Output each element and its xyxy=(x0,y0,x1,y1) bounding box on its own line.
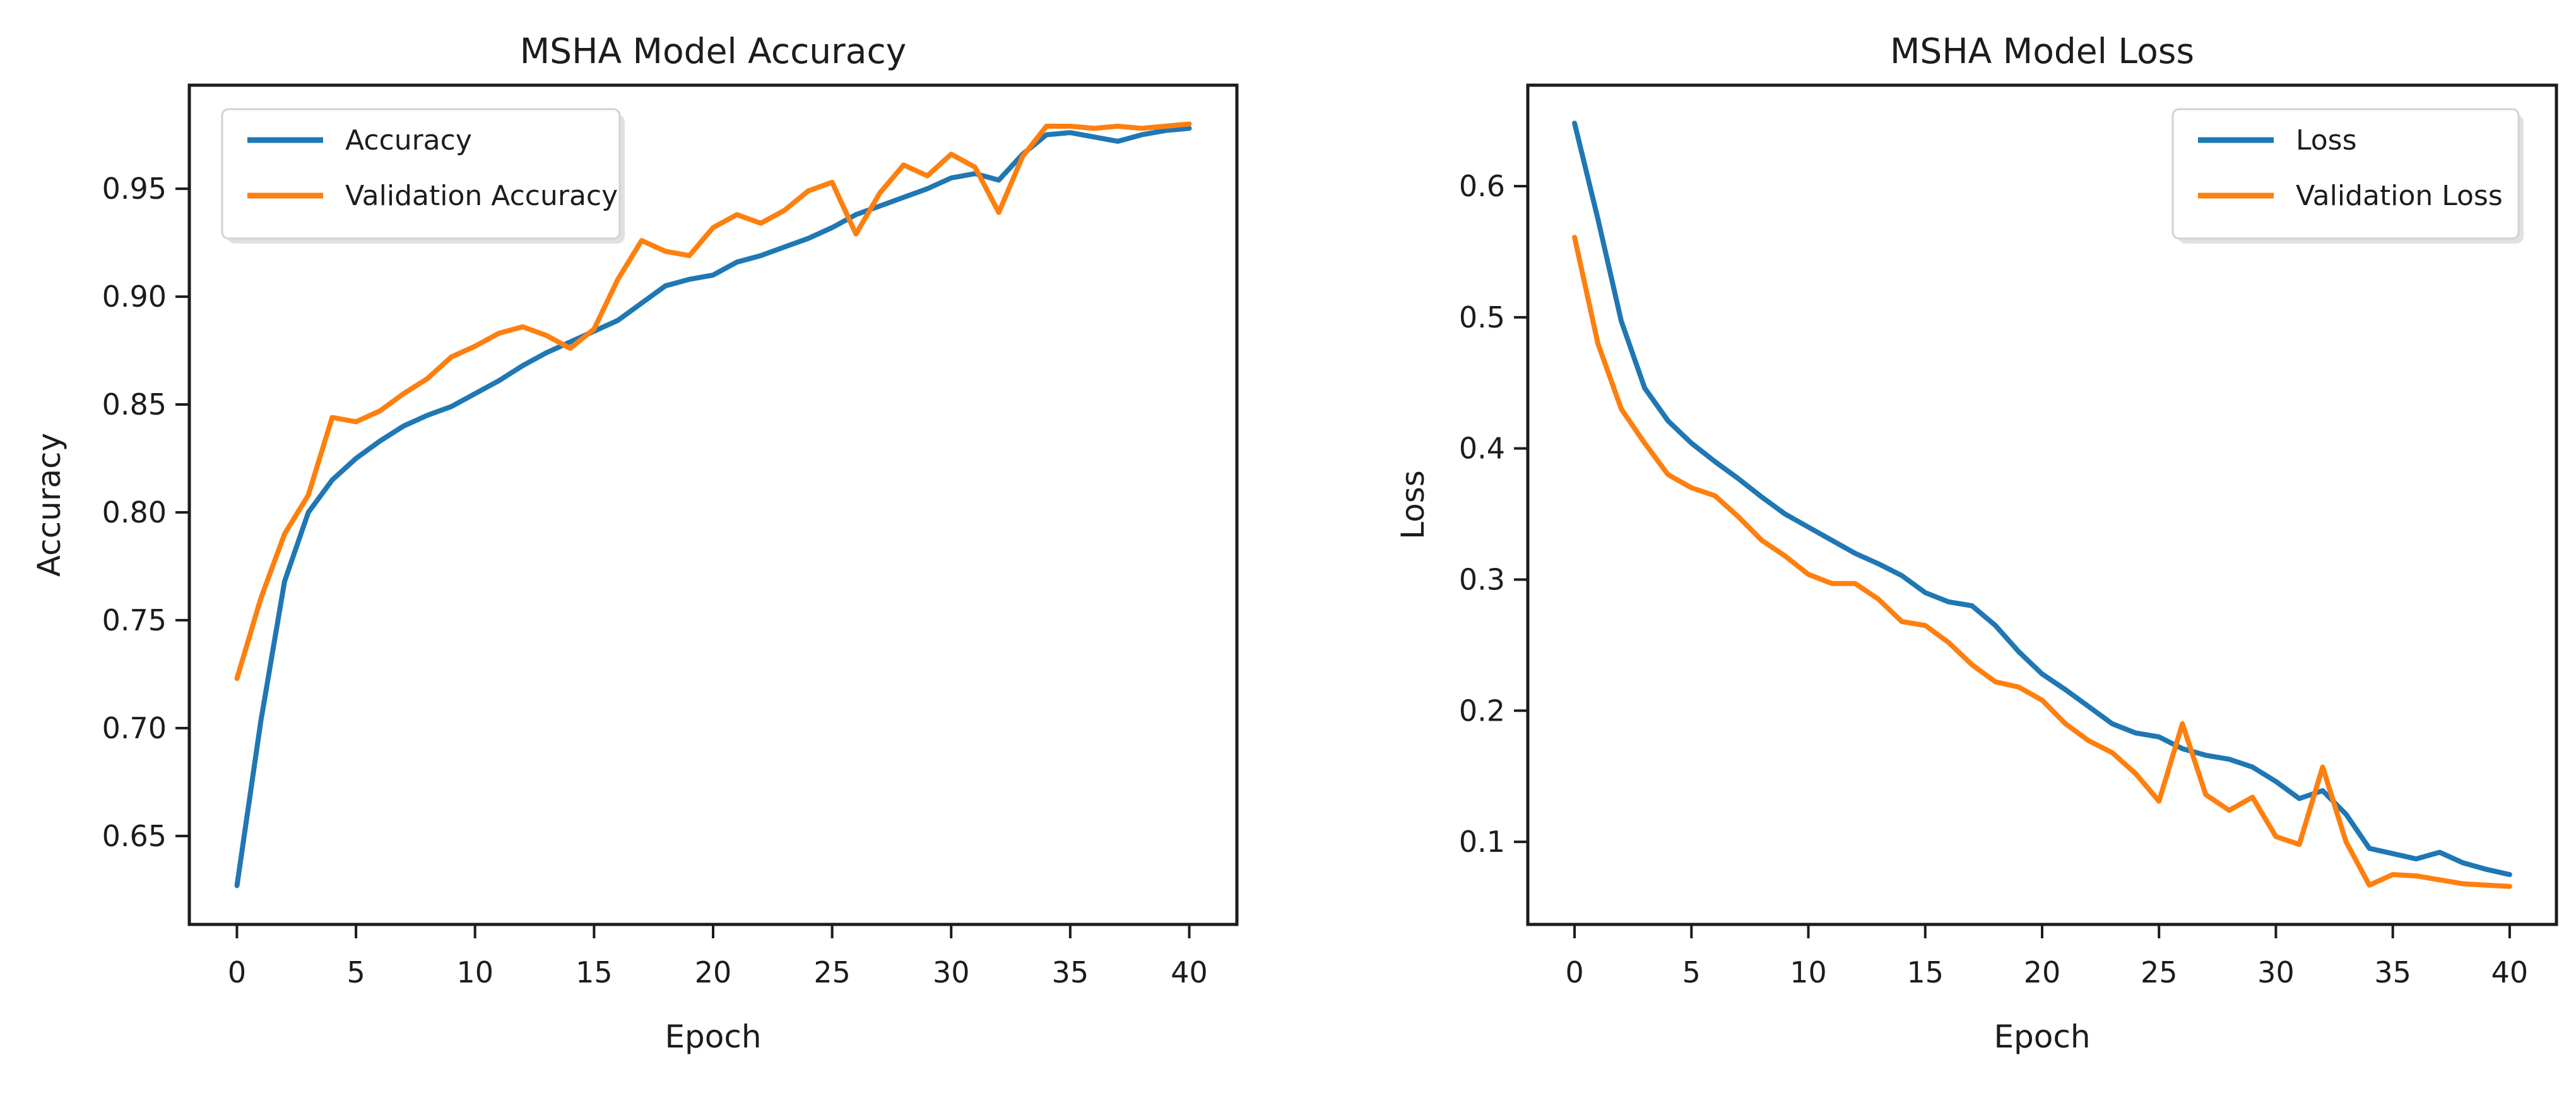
validation-loss-line xyxy=(1572,235,2512,889)
legend: Accuracy Validation Accuracy xyxy=(221,108,625,244)
x-tick-label: 10 xyxy=(456,955,493,989)
x-tick-label: 25 xyxy=(813,955,851,989)
accuracy-chart: MSHA Model Accuracy 0 5 10 15 20 25 30 35 40 0.65 0… xyxy=(0,0,1288,1103)
x-tick-label: 25 xyxy=(2141,955,2178,989)
x-tick-label: 40 xyxy=(1171,955,1208,989)
x-tick-label: 10 xyxy=(1790,955,1827,989)
y-tick-label: 0.90 xyxy=(102,280,167,314)
x-axis-label: Epoch xyxy=(1994,1018,2090,1055)
loss-figure: MSHA Model Loss 0 5 10 15 20 25 30 35 40 0.1 0.2 0.3… xyxy=(1288,0,2576,1103)
validation-accuracy-line xyxy=(234,121,1192,681)
y-tick-label: 0.6 xyxy=(1459,169,1505,203)
y-tick-label: 0.5 xyxy=(1459,300,1505,334)
y-tick-label: 0.85 xyxy=(102,387,167,422)
y-tick-label: 0.75 xyxy=(102,603,167,637)
figure-background xyxy=(0,0,1288,1103)
legend-entry-label: Validation Loss xyxy=(2296,180,2503,212)
legend-entry-label: Loss xyxy=(2296,124,2357,156)
x-tick-label: 15 xyxy=(1906,955,1944,989)
legend-entry-label: Accuracy xyxy=(345,124,472,156)
plot-border xyxy=(1526,83,2558,926)
x-tick-label: 20 xyxy=(695,955,732,989)
y-tick-label: 0.3 xyxy=(1459,562,1505,596)
y-tick-label: 0.70 xyxy=(102,711,167,745)
y-tick-label: 0.80 xyxy=(102,495,167,529)
y-tick-label: 0.65 xyxy=(102,819,167,853)
x-tick-label: 0 xyxy=(228,955,246,989)
y-tick-label: 0.4 xyxy=(1459,432,1505,466)
plot-border xyxy=(187,83,1239,926)
x-tick-label: 15 xyxy=(576,955,613,989)
y-axis-label: Accuracy xyxy=(31,433,68,577)
y-tick-label: 0.2 xyxy=(1459,693,1505,728)
legend-entry-label: Validation Accuracy xyxy=(345,180,618,212)
y-tick-label: 0.95 xyxy=(102,172,167,206)
x-tick-label: 20 xyxy=(2024,955,2061,989)
x-tick-label: 35 xyxy=(1052,955,1089,989)
x-tick-label: 35 xyxy=(2374,955,2411,989)
x-tick-label: 0 xyxy=(1565,955,1583,989)
y-axis-label: Loss xyxy=(1395,470,1431,540)
y-tick-label: 0.1 xyxy=(1459,825,1505,859)
x-tick-label: 5 xyxy=(1682,955,1701,989)
loss-line xyxy=(1572,121,2512,877)
x-tick-label: 30 xyxy=(2257,955,2295,989)
x-tick-label: 5 xyxy=(346,955,365,989)
x-tick-label: 40 xyxy=(2491,955,2529,989)
loss-chart: MSHA Model Loss 0 5 10 15 20 25 30 35 40 0.1 0.2 0.3… xyxy=(1288,0,2576,1103)
legend: Loss Validation Loss xyxy=(2171,108,2524,244)
x-axis-label: Epoch xyxy=(665,1018,761,1055)
accuracy-figure: MSHA Model Accuracy 0 5 10 15 20 25 30 35 40 0.65 0… xyxy=(0,0,1288,1103)
x-tick-label: 30 xyxy=(933,955,970,989)
chart-title: MSHA Model Accuracy xyxy=(520,31,907,71)
chart-title: MSHA Model Loss xyxy=(1890,31,2194,71)
